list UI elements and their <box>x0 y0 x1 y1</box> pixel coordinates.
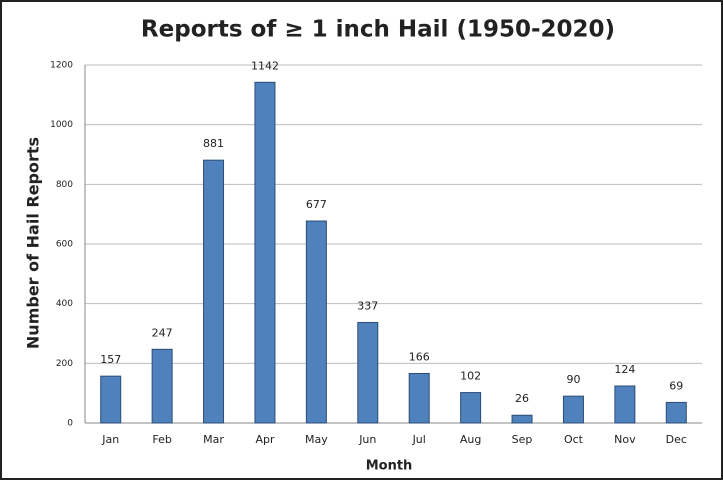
data-label: 881 <box>203 137 224 150</box>
y-tick-label: 600 <box>56 240 73 250</box>
y-tick-label: 0 <box>67 419 73 429</box>
bar <box>151 348 173 424</box>
bar <box>562 395 584 424</box>
y-tick-label: 400 <box>56 299 73 309</box>
data-label: 26 <box>515 392 529 405</box>
data-label: 69 <box>669 379 683 392</box>
data-label: 1142 <box>251 59 279 72</box>
bar <box>305 220 327 424</box>
chart-title: Reports of ≥ 1 inch Hail (1950-2020) <box>141 17 615 43</box>
bar <box>511 414 533 424</box>
y-tick-label: 200 <box>56 359 73 369</box>
x-tick-label: Oct <box>564 433 584 446</box>
x-tick-label: Jan <box>101 433 119 446</box>
bar <box>614 385 636 424</box>
x-tick-label: Dec <box>666 433 687 446</box>
bar <box>357 321 379 424</box>
data-label: 124 <box>614 363 635 376</box>
x-tick-label: Mar <box>203 433 224 446</box>
y-tick-label: 1000 <box>50 120 73 130</box>
x-tick-label: Sep <box>512 433 533 446</box>
data-label: 90 <box>566 373 580 386</box>
x-tick-label: Jul <box>412 433 426 446</box>
x-tick-label: Aug <box>460 433 481 446</box>
x-tick-label: May <box>305 433 328 446</box>
data-label: 157 <box>100 353 121 366</box>
bar <box>408 372 430 424</box>
data-label: 166 <box>409 350 430 363</box>
data-label: 247 <box>152 326 173 339</box>
x-tick-label: Nov <box>614 433 636 446</box>
x-tick-label: Jun <box>358 433 376 446</box>
x-tick-label: Feb <box>152 433 171 446</box>
x-tick-label: Apr <box>255 433 275 446</box>
bar <box>203 159 225 424</box>
data-label: 677 <box>306 198 327 211</box>
y-tick-label: 1200 <box>50 61 73 71</box>
bar <box>665 401 687 424</box>
data-label: 337 <box>357 299 378 312</box>
y-tick-label: 800 <box>56 180 73 190</box>
y-axis-label: Number of Hail Reports <box>24 137 43 349</box>
data-label: 102 <box>460 370 481 383</box>
bar <box>254 81 276 424</box>
bar <box>460 392 482 424</box>
bar <box>100 375 122 424</box>
x-axis-label: Month <box>366 459 413 474</box>
